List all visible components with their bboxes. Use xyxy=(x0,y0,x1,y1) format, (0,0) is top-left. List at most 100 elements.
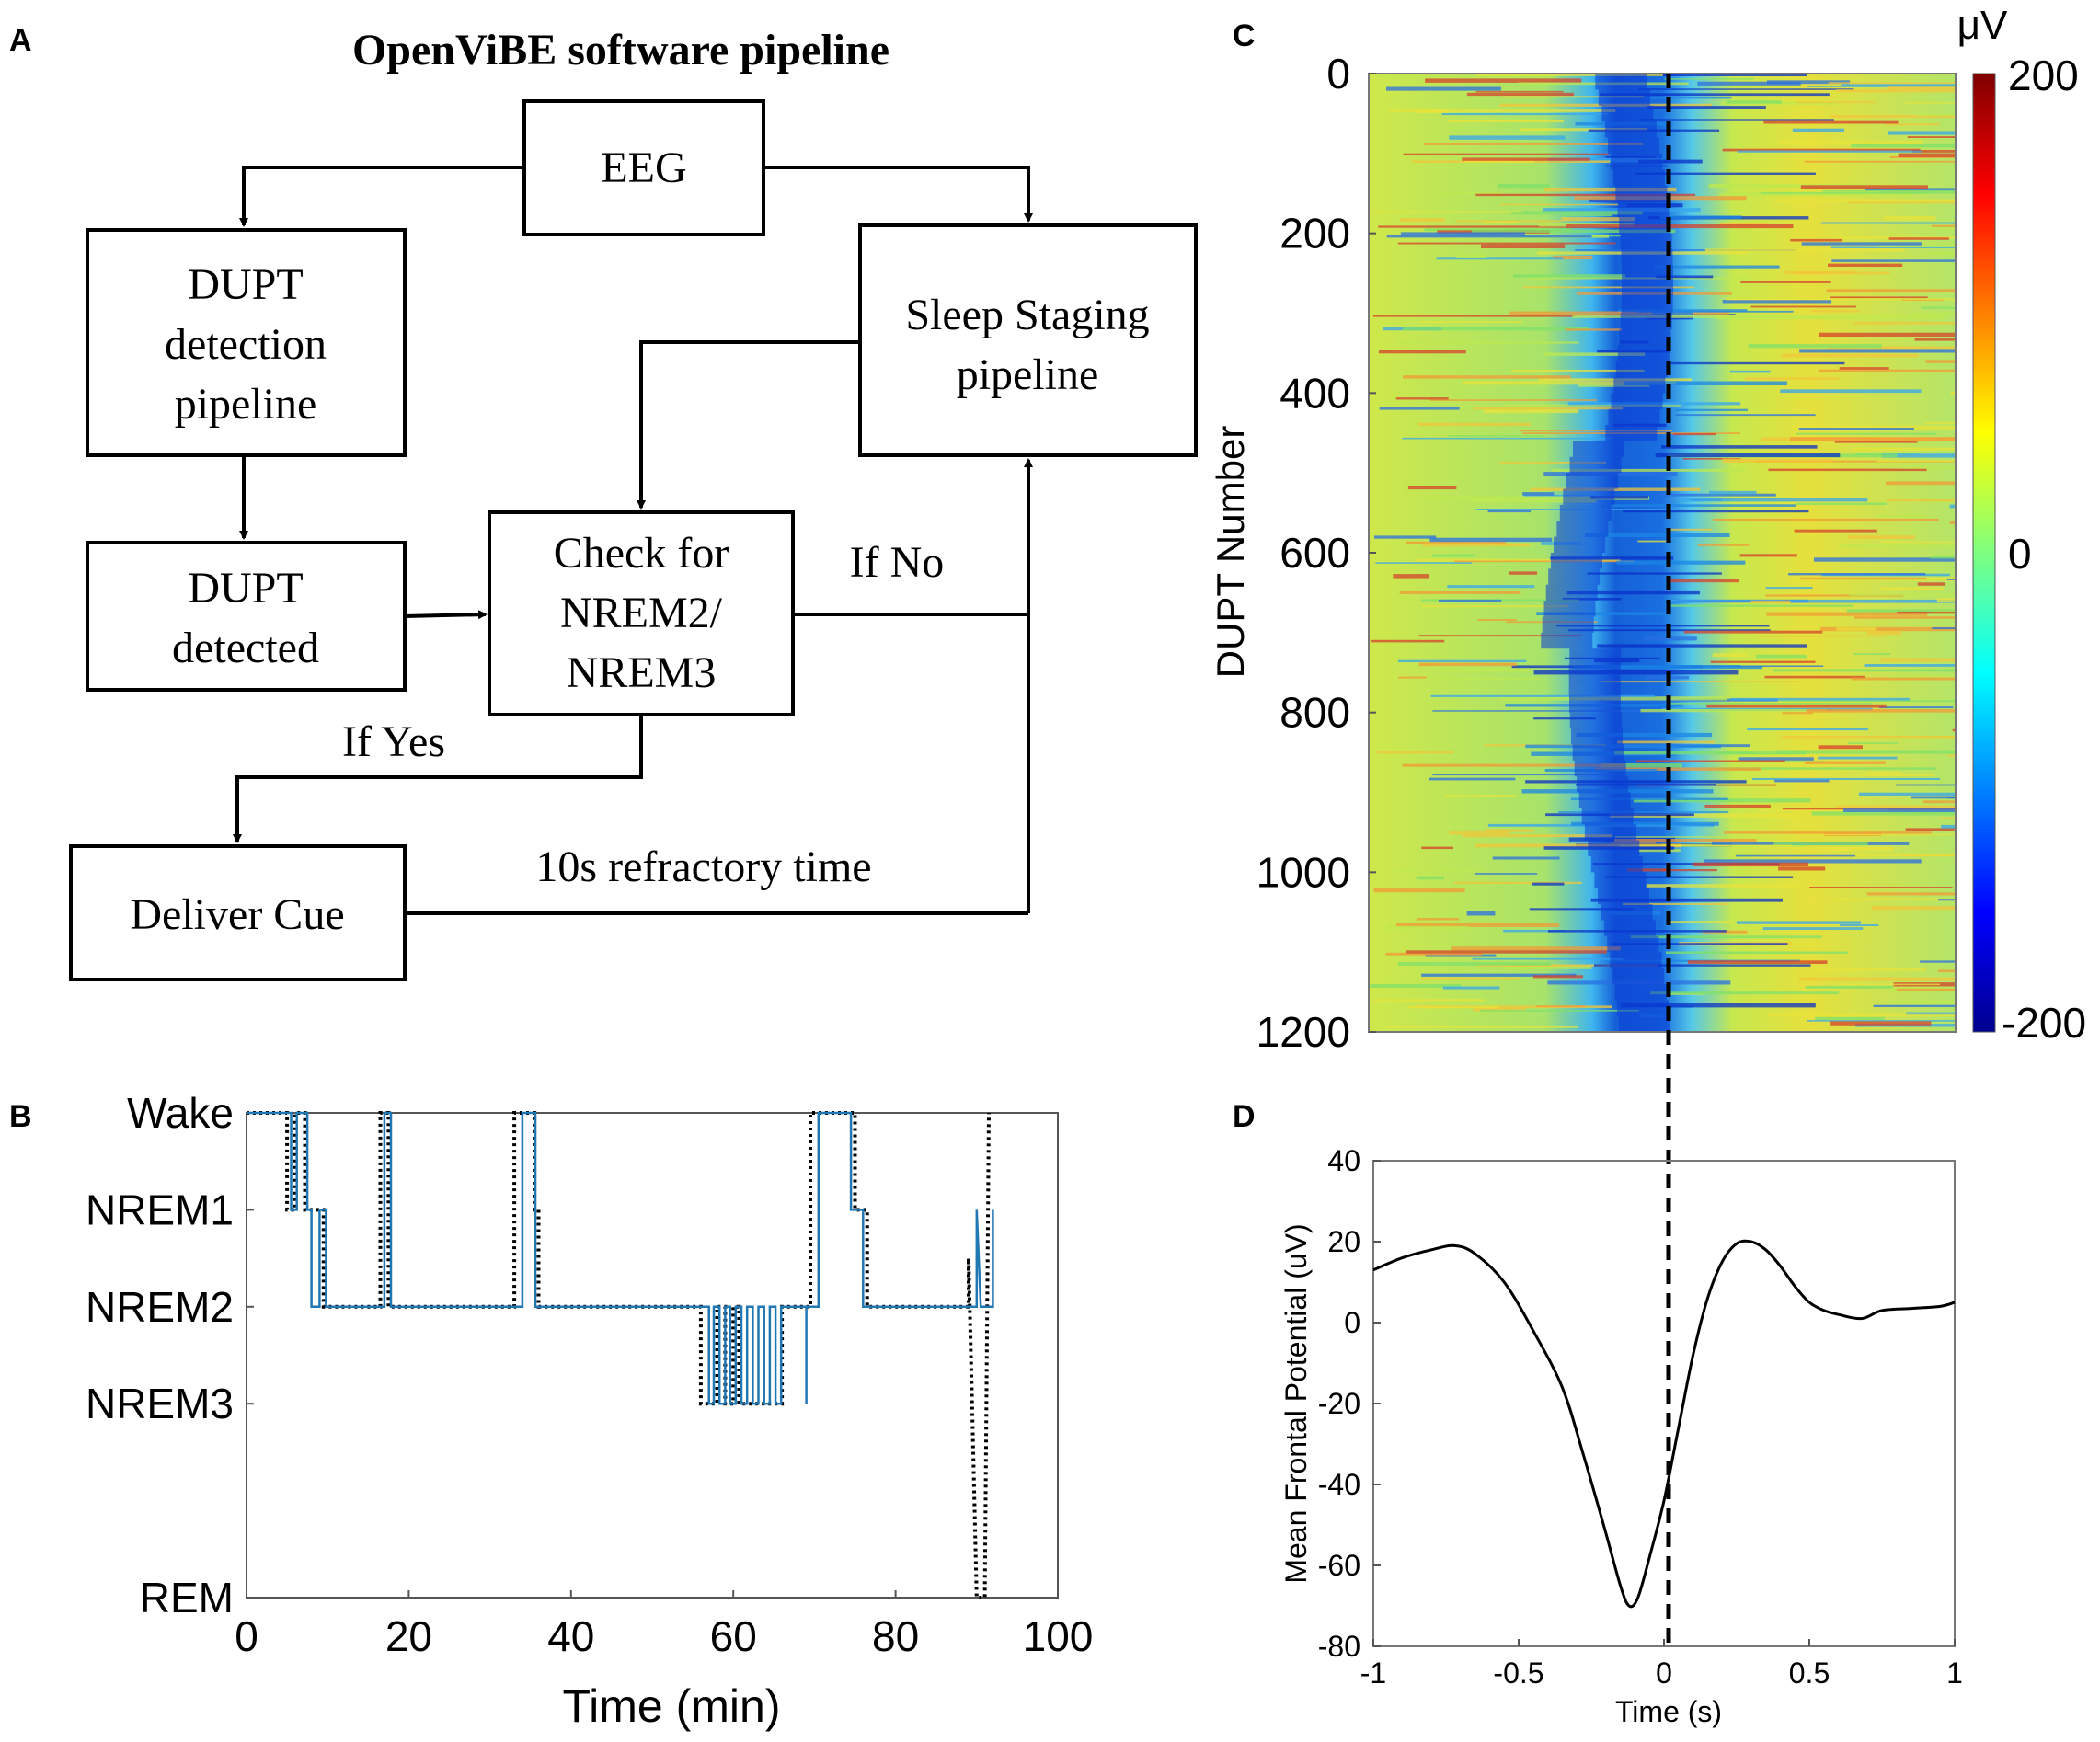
heatmap-streak xyxy=(1501,96,1644,98)
heatmap-streak xyxy=(1552,468,1745,472)
heatmap-streak xyxy=(1925,360,1956,363)
heatmap-streak xyxy=(1852,322,1956,325)
heatmap-streak xyxy=(1509,311,1730,315)
heatmap-streak xyxy=(1796,833,1956,836)
heatmap-streak xyxy=(1661,445,1818,449)
heatmap-streak xyxy=(1924,422,1956,424)
flowchart-title: OpenViBE software pipeline xyxy=(352,26,889,74)
heatmap-streak xyxy=(1466,911,1496,916)
heatmap-streak xyxy=(1422,543,1530,547)
heatmap-streak xyxy=(1922,800,1956,804)
heatmap-streak xyxy=(1936,598,1956,602)
heatmap-streak xyxy=(1425,78,1582,83)
heatmap-trough-cell xyxy=(1541,632,1593,649)
heatmap-ytick-label: 1200 xyxy=(1257,1008,1350,1056)
heatmap-streak xyxy=(1562,214,1612,217)
heatmap-streak xyxy=(1481,244,1566,248)
heatmap-streak xyxy=(1475,74,1663,76)
hypnogram-xtick-label: 100 xyxy=(1023,1612,1094,1660)
heatmap-chart: 0 200 400 600 800 1000 1200 DUPT Number μV 200… xyxy=(1209,3,2086,1056)
heatmap-streak xyxy=(1828,263,1903,267)
heatmap-streak xyxy=(1914,338,1956,341)
heatmap-ytick-label: 1000 xyxy=(1257,848,1350,896)
heatmap-streak xyxy=(1888,1000,1956,1004)
heatmap-streak xyxy=(1897,611,1956,614)
heatmap-streak xyxy=(1820,626,1956,632)
heatmap-streak xyxy=(1566,590,1700,595)
heatmap-streak xyxy=(1861,773,1935,776)
heatmap-streak xyxy=(1371,639,1445,643)
heatmap-streak xyxy=(1398,676,1427,679)
heatmap-streak xyxy=(1672,433,1716,436)
heatmap-streak xyxy=(1887,86,1956,90)
heatmap-streak xyxy=(1713,518,1939,521)
heatmap-streak xyxy=(1386,1026,1578,1028)
heatmap-streak xyxy=(1462,157,1590,161)
check-box xyxy=(488,510,795,716)
heatmap-trough-cell xyxy=(1617,345,1670,361)
heatmap-trough-cell xyxy=(1622,265,1673,281)
heatmap-trough-cell xyxy=(1611,153,1663,170)
heatmap-streak xyxy=(1938,899,1956,901)
heatmap-streak xyxy=(1836,627,1877,631)
heatmap-streak xyxy=(1633,74,1807,76)
heatmap-streak xyxy=(1789,599,1956,603)
heatmap-streak xyxy=(1523,494,1600,497)
heatmap-streak xyxy=(1876,460,1956,463)
heatmap-streak xyxy=(1605,876,1794,878)
colorbar xyxy=(1972,73,1996,1033)
heatmap-streak xyxy=(1623,510,1809,513)
heatmap-streak xyxy=(1530,487,1701,491)
heatmap-streak xyxy=(1509,571,1538,575)
heatmap-streak xyxy=(1669,528,1713,531)
refractory-label: 10s refractory time xyxy=(535,842,871,891)
heatmap-streak xyxy=(1848,201,1956,204)
heatmap-streak xyxy=(1402,437,1610,440)
heatmap-streak xyxy=(1796,432,1937,435)
heatmap-trough-cell xyxy=(1595,74,1647,90)
heatmap-ytick-label: 200 xyxy=(1280,210,1350,258)
heatmap-streak xyxy=(1670,600,1785,602)
heatmap-streak xyxy=(1904,102,1956,104)
heatmap-streak xyxy=(1789,437,1956,441)
heatmap-streak xyxy=(1819,846,1894,852)
heatmap-streak xyxy=(1594,964,1811,967)
heatmap-streak xyxy=(1674,408,1748,411)
heatmap-streak xyxy=(1747,728,1868,731)
heatmap-streak xyxy=(1947,754,1956,757)
heatmap-streak xyxy=(1557,811,1729,813)
heatmap-trough-cell xyxy=(1621,249,1673,266)
heatmap-streak xyxy=(1431,554,1475,557)
heatmap-streak xyxy=(1697,544,1750,546)
arrow-detected-to-check xyxy=(404,610,488,620)
heatmap-streak xyxy=(1780,389,1922,394)
heatmap-streak xyxy=(1752,777,1941,780)
heatmap-streak xyxy=(1454,560,1635,563)
heatmap-streak xyxy=(1614,839,1757,842)
heatmap-trough-cell xyxy=(1569,648,1622,665)
heatmap-trough-cell xyxy=(1588,840,1640,856)
heatmap-streak xyxy=(1911,796,1956,799)
hypnogram-ytick-label: Wake xyxy=(127,1089,234,1137)
heatmap-streak xyxy=(1483,221,1519,224)
heatmap-streak xyxy=(1819,369,1956,372)
heatmap-streak xyxy=(1887,499,1956,502)
heatmap-streak xyxy=(1739,554,1797,557)
if-no-label: If No xyxy=(850,538,945,587)
heatmap-trough-cell xyxy=(1548,568,1601,585)
heatmap-streak xyxy=(1946,578,1956,580)
heatmap-streak xyxy=(1795,271,1890,275)
heatmap-streak xyxy=(1946,797,1956,799)
heatmap-streak xyxy=(1896,228,1956,230)
heatmap-streak xyxy=(1634,798,1811,803)
heatmap-streak xyxy=(1473,407,1623,410)
heatmap-trough-cell xyxy=(1615,185,1668,201)
heatmap-streak xyxy=(1472,957,1624,960)
heatmap-trough-cell xyxy=(1619,217,1671,234)
heatmap-streak xyxy=(1640,709,1827,713)
heatmap-trough-cell xyxy=(1594,872,1647,888)
heatmap-streak xyxy=(1901,466,1956,469)
heatmap-streak xyxy=(1801,242,1922,246)
heatmap-streak xyxy=(1588,665,1741,668)
heatmap-streak xyxy=(1618,309,1748,312)
